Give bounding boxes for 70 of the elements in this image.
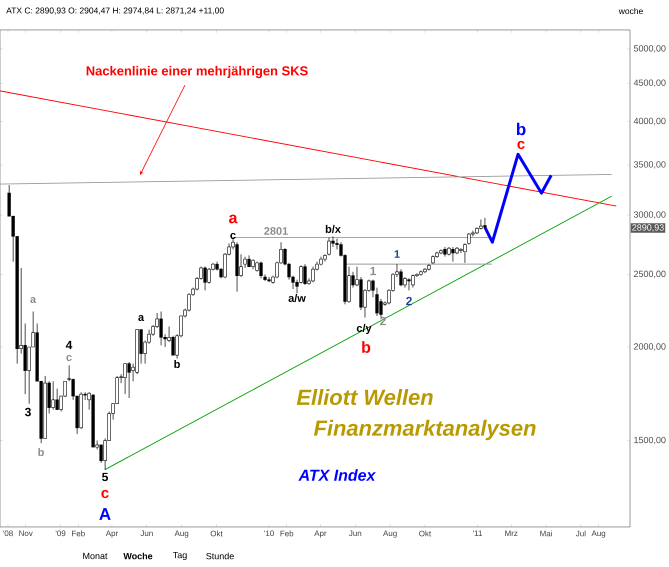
- y-tick-label: 3000,00: [634, 211, 666, 219]
- annotation: b: [362, 341, 370, 353]
- candlestick: [483, 217, 487, 230]
- annotation: 1: [370, 266, 376, 276]
- candlestick: [407, 278, 411, 291]
- candlestick: [303, 264, 307, 286]
- annotation: b: [516, 122, 526, 136]
- candlestick: [267, 276, 271, 283]
- candlestick: [375, 287, 379, 316]
- annotation: A: [99, 508, 111, 520]
- y-tick-label: 5000,00: [634, 45, 666, 53]
- annotation: c: [66, 355, 72, 361]
- annotation: b: [174, 360, 180, 368]
- annotation: ATX Index: [298, 469, 376, 481]
- candlestick: [171, 335, 175, 356]
- y-tick-label: 2500,00: [634, 270, 666, 278]
- candlestick: [127, 362, 131, 398]
- y-tick-label: 3500,00: [634, 161, 666, 169]
- y-tick-label: 4000,00: [634, 118, 666, 126]
- line-series: [483, 152, 553, 244]
- annotation: 1: [394, 250, 400, 258]
- candlestick: [207, 268, 211, 284]
- candlestick: [463, 243, 467, 264]
- annotation: 3: [24, 408, 31, 416]
- annotation: 4: [66, 340, 72, 350]
- chart-subtitle: woche: [618, 8, 643, 14]
- annotation: 2801: [264, 227, 288, 235]
- candlestick: [255, 261, 259, 272]
- annotation: b/x: [326, 224, 341, 234]
- y-tick-label: 1500,00: [634, 436, 666, 444]
- y-tick-label: 2000,00: [634, 343, 666, 351]
- annotation: a: [229, 214, 238, 224]
- candlestick: [51, 380, 55, 410]
- text: Tag: [172, 552, 187, 560]
- text: Monat: [83, 552, 108, 560]
- annotation: a/w: [288, 294, 306, 302]
- y-tick-label: 4500,00: [634, 79, 666, 87]
- candlestick: [311, 266, 315, 283]
- candlestick: [371, 279, 375, 298]
- annotation: c: [517, 140, 525, 150]
- annotation: c: [230, 233, 236, 239]
- annotation: Elliott Wellen: [296, 388, 433, 406]
- text: 2890,93: [632, 224, 664, 232]
- candlestick: [251, 258, 255, 270]
- candlestick: [259, 261, 263, 279]
- candlestick: [451, 246, 455, 262]
- annotation: 2: [406, 296, 412, 306]
- text: Stunde: [206, 552, 234, 560]
- candlestick: [243, 256, 247, 268]
- annotation: 5: [102, 472, 108, 482]
- candlestick: [247, 255, 251, 268]
- candlestick: [411, 274, 415, 288]
- candlestick: [399, 268, 403, 287]
- candlestick: [479, 219, 483, 230]
- annotation: a: [30, 297, 36, 303]
- candlestick: [123, 363, 127, 394]
- candlestick: [159, 311, 163, 346]
- candlestick: [55, 388, 59, 410]
- candlestick: [203, 266, 207, 291]
- candlestick: [443, 246, 447, 258]
- annotation: Nackenlinie einer mehrjährigen SKS: [86, 66, 308, 78]
- candlestick: [327, 237, 331, 256]
- annotation: b: [38, 448, 44, 456]
- candlestick: [379, 298, 383, 318]
- annotation: c: [101, 490, 109, 498]
- annotation: Finanzmarktanalysen: [314, 420, 536, 440]
- annotation: a: [138, 315, 144, 321]
- text: Woche: [123, 552, 152, 560]
- chart-title: ATX C: 2890,93 O: 2904,47 H: 2974,84 L: 2871,24 +11,00: [6, 8, 224, 14]
- candlestick: [467, 232, 471, 245]
